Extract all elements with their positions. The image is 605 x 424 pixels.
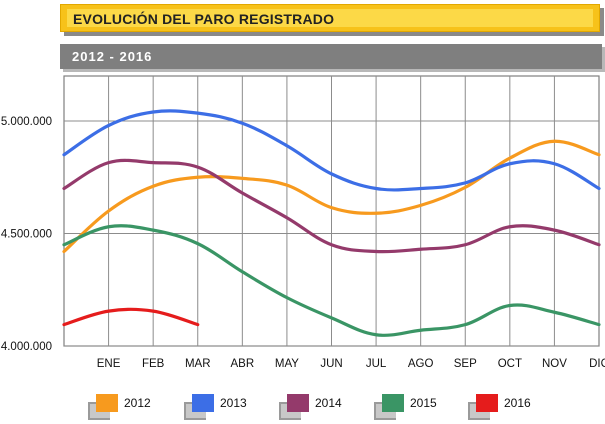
x-tick-label: MAR bbox=[185, 358, 211, 370]
legend-label-2015: 2015 bbox=[410, 396, 437, 410]
x-tick-label: MAY bbox=[275, 358, 299, 370]
chart-subtitle: 2012 - 2016 bbox=[72, 49, 153, 64]
series-line-2012 bbox=[62, 139, 601, 254]
legend-label-2014: 2014 bbox=[315, 396, 342, 410]
x-tick-label: AGO bbox=[408, 358, 434, 370]
x-tick-label: OCT bbox=[498, 358, 522, 370]
legend-label-2013: 2013 bbox=[220, 396, 247, 410]
legend-swatch-2016 bbox=[476, 394, 498, 412]
y-tick-label: 4.500.000 bbox=[1, 229, 52, 241]
x-tick-label: JUN bbox=[320, 358, 342, 370]
legend-swatch-2014 bbox=[287, 394, 309, 412]
x-tick-label: FEB bbox=[142, 358, 165, 370]
y-tick-label: 4.000.000 bbox=[1, 341, 52, 353]
x-tick-label: ENE bbox=[97, 358, 121, 370]
title-banner-inner bbox=[67, 9, 593, 27]
legend-label-2012: 2012 bbox=[124, 396, 151, 410]
series-line-2015 bbox=[62, 224, 601, 337]
x-tick-label: ABR bbox=[231, 358, 255, 370]
x-tick-label: SEP bbox=[454, 358, 477, 370]
series-line-2014 bbox=[62, 158, 601, 254]
x-tick-label: JUL bbox=[366, 358, 387, 370]
legend-swatch-2015 bbox=[382, 394, 404, 412]
subtitle-banner: 2012 - 2016 bbox=[60, 44, 602, 69]
series-line-2013 bbox=[62, 109, 601, 192]
chart-title: EVOLUCIÓN DEL PARO REGISTRADO bbox=[73, 11, 335, 27]
x-tick-label: DIC bbox=[589, 358, 605, 370]
legend-label-2016: 2016 bbox=[504, 396, 531, 410]
x-tick-label: NOV bbox=[542, 358, 567, 370]
legend-swatch-2013 bbox=[192, 394, 214, 412]
title-banner: EVOLUCIÓN DEL PARO REGISTRADO bbox=[60, 4, 600, 32]
y-tick-label: 5.000.000 bbox=[1, 116, 52, 128]
legend-swatch-2012 bbox=[96, 394, 118, 412]
series-line-2016 bbox=[62, 307, 200, 327]
